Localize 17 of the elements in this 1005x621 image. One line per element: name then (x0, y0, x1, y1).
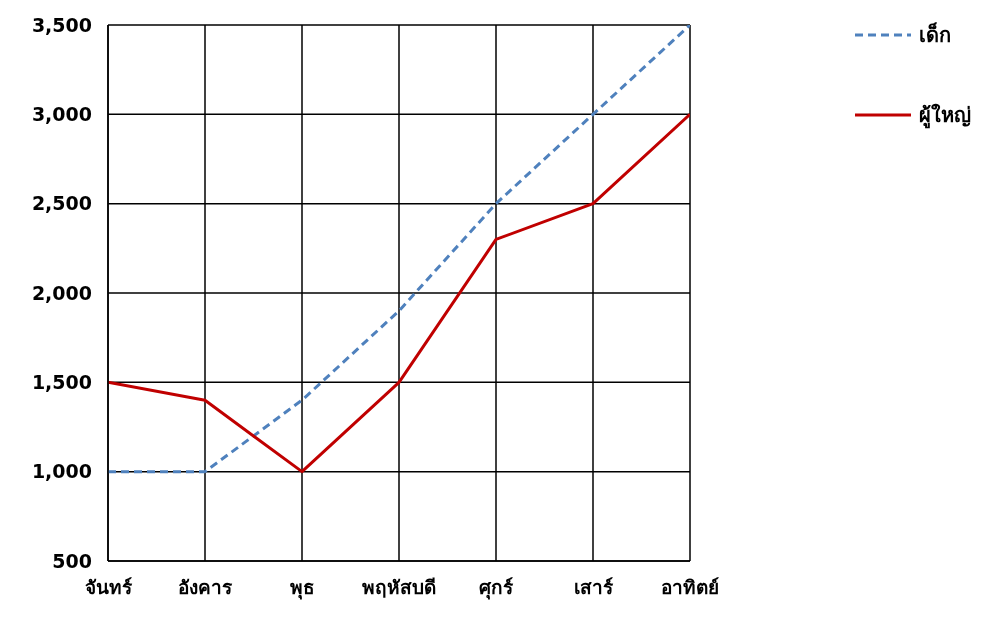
y-tick-label: 2,000 (31, 281, 92, 304)
x-tick-label: อาทิตย์ (661, 576, 719, 599)
legend-label: เด็ก (919, 21, 951, 49)
x-tick-label: อังคาร (178, 576, 233, 599)
line-series (108, 112, 690, 474)
legend-label: ผู้ใหญ่ (919, 102, 971, 131)
x-tick-label: เสาร์ (573, 576, 614, 599)
y-tick-label: 500 (52, 549, 92, 572)
x-tick-label: จันทร์ (84, 576, 133, 599)
y-tick-label: 2,500 (31, 192, 92, 215)
x-tick-label: พฤหัสบดี (362, 576, 436, 599)
y-tick-label: 1,500 (31, 371, 92, 394)
y-tick-label: 3,000 (31, 103, 92, 126)
y-tick-label: 3,500 (31, 13, 92, 36)
x-tick-label: ศุกร์ (479, 576, 514, 601)
x-tick-label: พุธ (289, 576, 315, 601)
y-tick-label: 1,000 (31, 460, 92, 483)
